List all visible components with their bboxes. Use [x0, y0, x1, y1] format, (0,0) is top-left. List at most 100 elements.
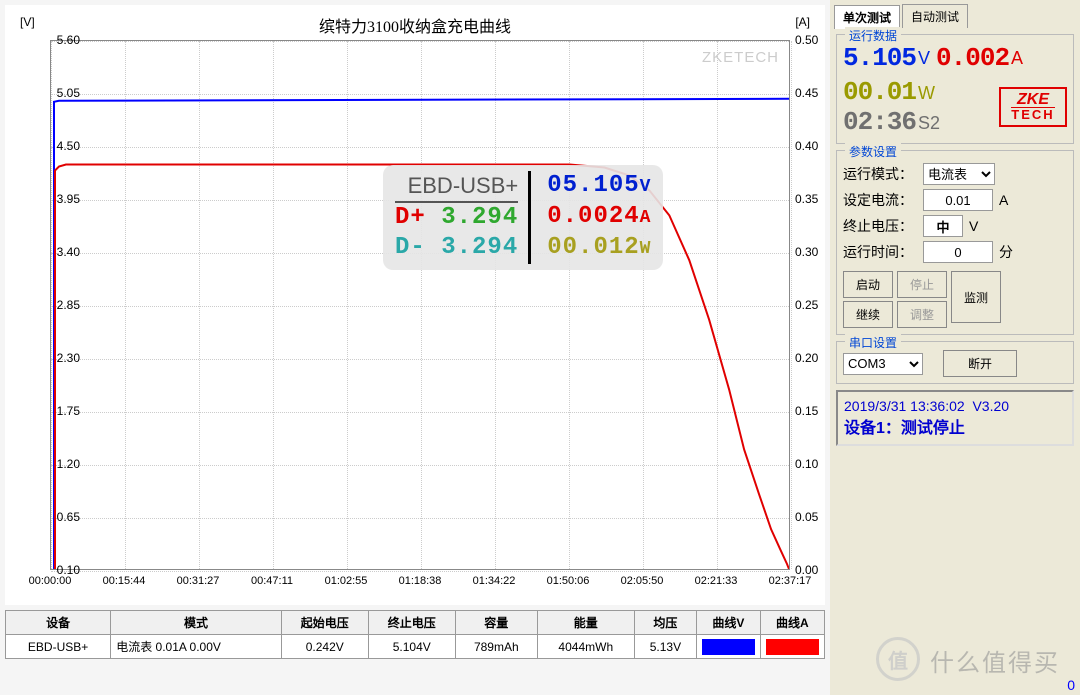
cutoff-input[interactable] [923, 215, 963, 237]
y-left-tick: 5.60 [57, 33, 80, 47]
overlay-current: 0.0024 [547, 203, 639, 230]
chart-title: 缤特力3100收纳盒充电曲线 [5, 13, 825, 37]
serial-settings-group: 串口设置 COM3 断开 [836, 341, 1074, 384]
y-left-tick: 3.40 [57, 245, 80, 259]
cell-endv: 5.104V [368, 635, 455, 659]
current-label: 设定电流： [843, 190, 923, 210]
y-right-tick: 0.50 [795, 33, 818, 47]
x-tick: 00:15:44 [103, 575, 146, 587]
disconnect-button[interactable]: 断开 [943, 350, 1017, 377]
readout-current: 0.002 [936, 43, 1009, 73]
x-tick: 01:50:06 [547, 575, 590, 587]
y-right-tick: 0.20 [795, 351, 818, 365]
overlay-device: EBD-USB+ [395, 171, 518, 203]
adjust-button[interactable]: 调整 [897, 301, 947, 328]
table-header: 曲线V [697, 611, 760, 635]
overlay-power: 00.012 [547, 234, 639, 261]
cutoff-label: 终止电压： [843, 216, 923, 236]
cell-curve-v [697, 635, 760, 659]
table-header: 终止电压 [368, 611, 455, 635]
runtime-label: 运行时间： [843, 242, 923, 262]
y-right-tick: 0.40 [795, 139, 818, 153]
cell-energy: 4044mWh [537, 635, 634, 659]
x-tick: 00:47:11 [251, 575, 293, 587]
dplus-label: D+ [395, 204, 426, 231]
y-left-tick: 2.30 [57, 351, 80, 365]
tab-single-test[interactable]: 单次测试 [834, 5, 900, 29]
readout-time: 02:36 [843, 107, 916, 137]
cell-device: EBD-USB+ [6, 635, 111, 659]
y-left-tick: 2.85 [57, 298, 80, 312]
y-left-tick: 1.20 [57, 457, 80, 471]
y-right-tick: 0.15 [795, 404, 818, 418]
x-tick: 01:18:38 [399, 575, 442, 587]
com-port-select[interactable]: COM3 [843, 353, 923, 375]
x-tick: 02:21:33 [695, 575, 738, 587]
cell-capacity: 789mAh [455, 635, 537, 659]
plot-area: ZKETECH [50, 40, 790, 570]
table-header: 起始电压 [281, 611, 368, 635]
dminus-value: 3.294 [441, 234, 518, 261]
y-right-unit: [A] [795, 15, 810, 29]
runtime-input[interactable] [923, 241, 993, 263]
table-row: EBD-USB+ 电流表 0.01A 0.00V 0.242V 5.104V 7… [6, 635, 825, 659]
y-right-tick: 0.10 [795, 457, 818, 471]
zketech-logo: ZKETECH [999, 87, 1067, 127]
dplus-value: 3.294 [441, 204, 518, 231]
cell-curve-a [760, 635, 824, 659]
side-panel: 单次测试 自动测试 运行数据 5.105V 0.002A 00.01W 02:3… [830, 0, 1080, 695]
table-header: 曲线A [760, 611, 824, 635]
serial-title: 串口设置 [845, 334, 901, 351]
x-tick: 02:37:17 [769, 575, 812, 587]
readout-power: 00.01 [843, 77, 916, 107]
dminus-label: D- [395, 234, 426, 261]
start-button[interactable]: 启动 [843, 271, 893, 298]
param-settings-group: 参数设置 运行模式： 电流表 设定电流： A 终止电压： V 运行时间： 分 启… [836, 150, 1074, 335]
y-right-tick: 0.45 [795, 86, 818, 100]
mode-label: 运行模式： [843, 164, 923, 184]
chart-lines [51, 41, 789, 569]
current-input[interactable] [923, 189, 993, 211]
param-title: 参数设置 [845, 143, 901, 160]
y-right-tick: 0.05 [795, 510, 818, 524]
x-tick: 01:02:55 [325, 575, 368, 587]
monitor-button[interactable]: 监测 [951, 271, 1001, 323]
bottom-count: 0 [1067, 677, 1075, 693]
live-readout-overlay: EBD-USB+ D+ 3.294 D- 3.294 05.105V 0.002… [383, 165, 663, 270]
table-header: 容量 [455, 611, 537, 635]
y-left-tick: 4.50 [57, 139, 80, 153]
run-data-title: 运行数据 [845, 27, 901, 44]
table-header: 能量 [537, 611, 634, 635]
status-device: 设备1：测试停止 [844, 414, 1066, 438]
status-timestamp: 2019/3/31 13:36:02 [844, 398, 965, 414]
y-left-unit: [V] [20, 15, 35, 29]
y-right-tick: 0.35 [795, 192, 818, 206]
main-area: 缤特力3100收纳盒充电曲线 [V] [A] ZKETECH 5.60 5.05 4… [0, 0, 830, 695]
status-box: 2019/3/31 13:36:02 V3.20 设备1：测试停止 [836, 390, 1074, 446]
table-header: 设备 [6, 611, 111, 635]
cell-mode: 电流表 0.01A 0.00V [111, 635, 282, 659]
y-right-tick: 0.30 [795, 245, 818, 259]
cell-startv: 0.242V [281, 635, 368, 659]
y-right-tick: 0.25 [795, 298, 818, 312]
y-left-tick: 3.95 [57, 192, 80, 206]
tab-auto-test[interactable]: 自动测试 [902, 4, 968, 28]
x-tick: 00:31:27 [177, 575, 220, 587]
continue-button[interactable]: 继续 [843, 301, 893, 328]
x-tick: 01:34:22 [473, 575, 516, 587]
test-tabs: 单次测试 自动测试 [834, 4, 1078, 28]
table-header: 均压 [634, 611, 696, 635]
run-data-group: 运行数据 5.105V 0.002A 00.01W 02:36S2 ZKETEC… [836, 34, 1074, 144]
overlay-voltage: 05.105 [547, 172, 639, 199]
y-left-tick: 5.05 [57, 86, 80, 100]
readout-voltage: 5.105 [843, 43, 916, 73]
mode-select[interactable]: 电流表 [923, 163, 995, 185]
y-left-tick: 0.65 [57, 510, 80, 524]
y-left-tick: 1.75 [57, 404, 80, 418]
chart-container: 缤特力3100收纳盒充电曲线 [V] [A] ZKETECH 5.60 5.05 4… [5, 5, 825, 605]
cell-avgv: 5.13V [634, 635, 696, 659]
table-header: 模式 [111, 611, 282, 635]
x-tick: 02:05:50 [621, 575, 664, 587]
stop-button[interactable]: 停止 [897, 271, 947, 298]
results-table: 设备模式起始电压终止电压容量能量均压曲线V曲线A EBD-USB+ 电流表 0.… [5, 610, 825, 659]
